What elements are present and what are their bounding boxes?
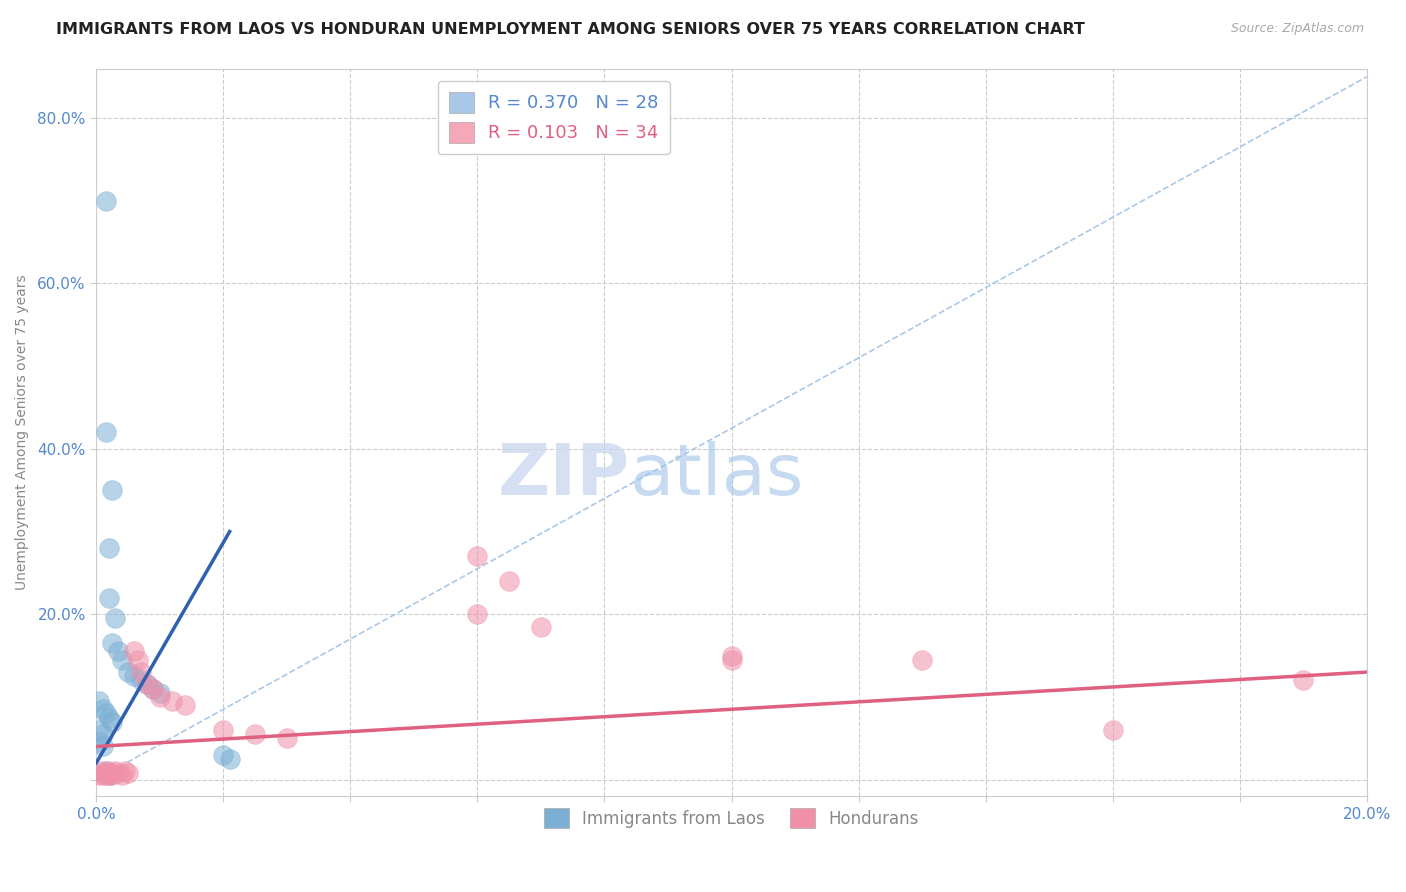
Point <box>89 735 111 749</box>
Point <box>467 607 489 622</box>
Point <box>218 752 240 766</box>
Point <box>149 690 172 704</box>
Point <box>97 710 120 724</box>
Point <box>90 764 112 779</box>
Point <box>91 727 114 741</box>
Point <box>94 764 117 779</box>
Point <box>89 768 111 782</box>
Point <box>104 764 127 779</box>
Point <box>162 694 184 708</box>
Point <box>276 731 298 746</box>
Point <box>91 739 114 754</box>
Point <box>117 665 139 679</box>
Point <box>101 714 124 729</box>
Point <box>97 768 120 782</box>
Text: ZIP: ZIP <box>498 442 630 510</box>
Point <box>1292 673 1315 688</box>
Point <box>142 681 165 696</box>
Point <box>127 653 149 667</box>
Point <box>136 677 159 691</box>
Point <box>93 766 115 780</box>
Point <box>530 619 553 633</box>
Point <box>101 636 124 650</box>
Point <box>1101 723 1123 737</box>
Text: IMMIGRANTS FROM LAOS VS HONDURAN UNEMPLOYMENT AMONG SENIORS OVER 75 YEARS CORREL: IMMIGRANTS FROM LAOS VS HONDURAN UNEMPLO… <box>56 22 1085 37</box>
Point <box>467 549 489 564</box>
Point <box>911 653 934 667</box>
Point <box>91 702 114 716</box>
Point <box>97 764 120 779</box>
Point <box>720 648 742 663</box>
Point <box>98 766 121 780</box>
Point <box>129 665 152 679</box>
Point <box>89 723 111 737</box>
Point <box>107 766 129 780</box>
Text: atlas: atlas <box>630 442 804 510</box>
Point <box>94 425 117 440</box>
Point <box>243 727 266 741</box>
Point <box>101 768 124 782</box>
Point <box>174 698 197 713</box>
Point <box>101 483 124 498</box>
Point <box>117 766 139 780</box>
Point <box>498 574 520 588</box>
Point <box>89 694 111 708</box>
Point <box>107 644 129 658</box>
Point <box>114 764 136 779</box>
Point <box>97 541 120 555</box>
Point <box>94 194 117 208</box>
Point <box>720 653 742 667</box>
Point <box>142 681 165 696</box>
Point <box>124 669 146 683</box>
Point <box>104 611 127 625</box>
Point <box>94 768 117 782</box>
Point <box>129 673 152 688</box>
Point <box>97 768 120 782</box>
Point <box>111 768 134 782</box>
Point <box>97 591 120 605</box>
Point <box>212 723 235 737</box>
Point <box>136 677 159 691</box>
Point <box>111 653 134 667</box>
Text: Source: ZipAtlas.com: Source: ZipAtlas.com <box>1230 22 1364 36</box>
Point <box>94 706 117 721</box>
Point <box>149 686 172 700</box>
Point <box>91 768 114 782</box>
Point <box>124 644 146 658</box>
Y-axis label: Unemployment Among Seniors over 75 years: Unemployment Among Seniors over 75 years <box>15 275 30 591</box>
Legend: Immigrants from Laos, Hondurans: Immigrants from Laos, Hondurans <box>537 801 925 835</box>
Point <box>212 747 235 762</box>
